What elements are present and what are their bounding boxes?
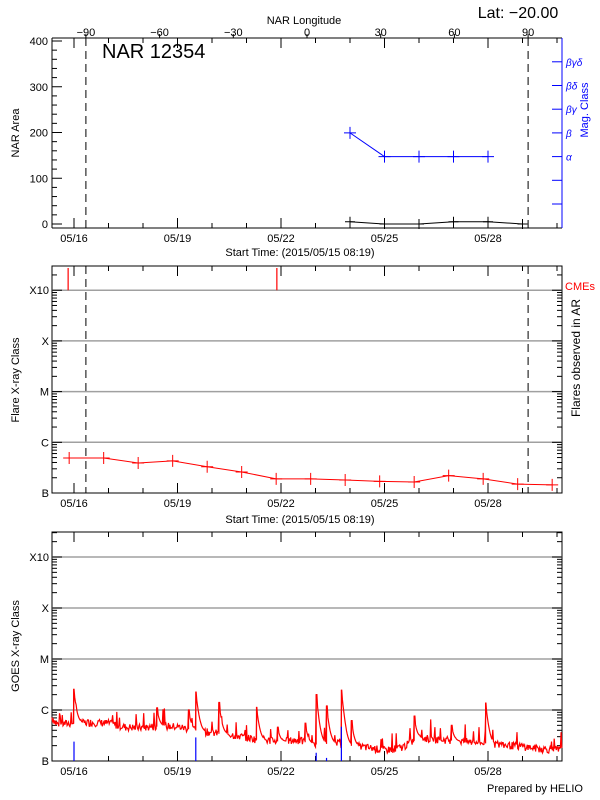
flare-class-point bbox=[546, 478, 559, 491]
flare-class-point bbox=[270, 472, 283, 485]
area-point bbox=[379, 219, 390, 229]
nar-title: NAR 12354 bbox=[102, 41, 205, 63]
mag-class-point bbox=[482, 150, 494, 163]
flare-class-point bbox=[166, 454, 179, 467]
y-tick-label: B bbox=[42, 756, 49, 768]
flare-class-point bbox=[304, 472, 317, 485]
y-tick-label: X bbox=[42, 336, 50, 348]
mag-class-tick-label: βγ bbox=[565, 105, 578, 116]
x-tick-label: 05/28 bbox=[474, 498, 502, 510]
y-tick-label: M bbox=[40, 387, 49, 399]
panel3-ylabel: GOES X-ray Class bbox=[10, 600, 22, 692]
flare-class-point bbox=[373, 475, 386, 488]
y-tick-label: X10 bbox=[29, 552, 49, 564]
x-tick-label: 05/19 bbox=[164, 498, 192, 510]
x-tick-label: 05/16 bbox=[60, 498, 88, 510]
y-tick-label: X10 bbox=[29, 285, 49, 297]
panel2-frame bbox=[51, 265, 563, 494]
y-tick-label: 200 bbox=[30, 128, 48, 140]
top-axis-title: NAR Longitude bbox=[267, 15, 342, 27]
mag-class-point bbox=[344, 126, 356, 139]
longitude-tick-label: 30 bbox=[375, 27, 387, 39]
area-point bbox=[517, 219, 528, 229]
flare-class-point bbox=[132, 457, 145, 470]
mag-class-point bbox=[378, 150, 391, 163]
x-tick-label: 05/25 bbox=[371, 233, 399, 245]
longitude-tick-label: 90 bbox=[522, 27, 534, 39]
flare-class-point bbox=[339, 474, 352, 487]
flare-class-point bbox=[511, 478, 524, 491]
y-tick-label: X bbox=[42, 603, 50, 615]
y-tick-label: C bbox=[41, 437, 49, 449]
panel1-xlabel: Start Time: (2015/05/15 08:19) bbox=[225, 247, 374, 259]
x-tick-label: 05/22 bbox=[267, 233, 295, 245]
y-tick-label: C bbox=[41, 705, 49, 717]
y-tick-label: B bbox=[42, 488, 49, 500]
y-tick-label: 0 bbox=[42, 219, 48, 231]
mag-class-point bbox=[447, 150, 460, 163]
y-tick-label: 100 bbox=[30, 173, 48, 185]
footer-credit: Prepared by HELIO bbox=[487, 783, 583, 795]
panel2-xlabel: Start Time: (2015/05/15 08:19) bbox=[225, 514, 374, 526]
x-tick-label: 05/22 bbox=[267, 498, 295, 510]
area-point bbox=[414, 219, 424, 229]
panel2-y2label: Flares observed in AR bbox=[569, 299, 583, 417]
panel3-frame bbox=[51, 531, 563, 762]
panel1-ylabel: NAR Area bbox=[10, 108, 22, 158]
flare-class-point bbox=[97, 452, 110, 465]
longitude-tick-label: 60 bbox=[448, 27, 460, 39]
area-point bbox=[345, 216, 355, 227]
flare-class-point bbox=[201, 460, 214, 473]
mag-class-point bbox=[413, 150, 425, 163]
flare-class-point bbox=[477, 472, 490, 485]
x-tick-label: 05/28 bbox=[474, 233, 502, 245]
x-tick-label: 05/16 bbox=[60, 766, 88, 778]
x-tick-label: 05/19 bbox=[164, 233, 192, 245]
mag-class-tick-label: βδ bbox=[565, 82, 578, 93]
y-tick-label: 300 bbox=[30, 82, 48, 94]
area-point bbox=[483, 216, 493, 227]
x-tick-label: 05/16 bbox=[60, 233, 88, 245]
flare-class-point bbox=[408, 475, 421, 488]
x-tick-label: 05/19 bbox=[164, 766, 192, 778]
x-tick-label: 05/22 bbox=[267, 766, 295, 778]
longitude-tick-label: −60 bbox=[150, 27, 169, 39]
panel1-y2label: Mag. Class bbox=[579, 82, 591, 138]
y-tick-label: M bbox=[40, 654, 49, 666]
x-tick-label: 05/28 bbox=[474, 766, 502, 778]
mag-class-tick-label: β bbox=[565, 129, 572, 140]
y-tick-label: 400 bbox=[30, 36, 48, 48]
flare-class-point bbox=[63, 452, 76, 465]
cme-label: CMEs bbox=[565, 281, 595, 293]
area-line bbox=[349, 221, 523, 225]
x-tick-label: 05/25 bbox=[371, 766, 399, 778]
longitude-tick-label: 0 bbox=[304, 27, 310, 39]
goes-flux-line bbox=[51, 688, 563, 755]
area-point bbox=[448, 216, 459, 227]
latitude-label: Lat: −20.00 bbox=[478, 5, 559, 22]
flare-class-point bbox=[235, 465, 248, 478]
longitude-tick-label: −90 bbox=[77, 27, 96, 39]
panel2-ylabel: Flare X-ray Class bbox=[10, 337, 22, 422]
longitude-tick-label: −30 bbox=[224, 27, 243, 39]
flare-class-point bbox=[442, 469, 455, 482]
mag-class-tick-label: α bbox=[566, 153, 572, 164]
x-tick-label: 05/25 bbox=[371, 498, 399, 510]
mag-class-tick-label: βγδ bbox=[565, 58, 583, 69]
